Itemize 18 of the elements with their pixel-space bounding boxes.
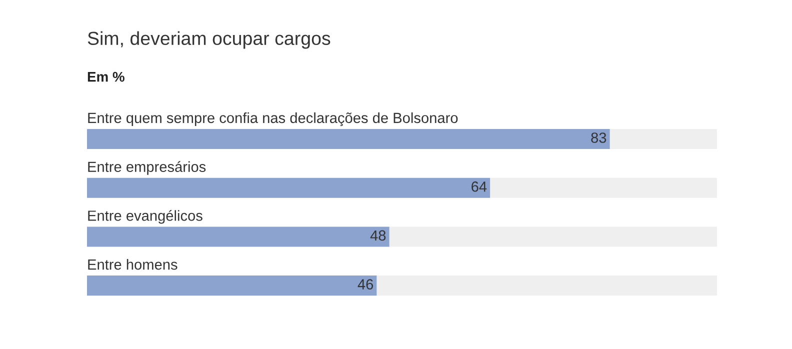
y-tick-label: Entre evangélicos (88, 210, 202, 224)
data-label: 64 (472, 181, 487, 192)
y-tick-label: Entre quem sempre confia nas declarações de Bolsonaro (88, 112, 458, 126)
bar (376, 276, 717, 296)
bar (490, 178, 717, 198)
y-tick-label: Entre empresários (88, 161, 206, 175)
data-label: 48 (370, 230, 386, 241)
bar (610, 128, 717, 149)
data-label: 83 (591, 132, 606, 143)
y-tick-label: Entre homens (88, 259, 178, 270)
bar (87, 226, 390, 247)
bar (87, 128, 610, 149)
bar (87, 276, 377, 296)
bar (389, 226, 717, 247)
chart-subtitle: Em % (88, 72, 124, 82)
data-label: 46 (358, 279, 374, 290)
bar (87, 178, 490, 198)
chart-title: Sim, deveriam ocupar cargos (88, 31, 330, 49)
